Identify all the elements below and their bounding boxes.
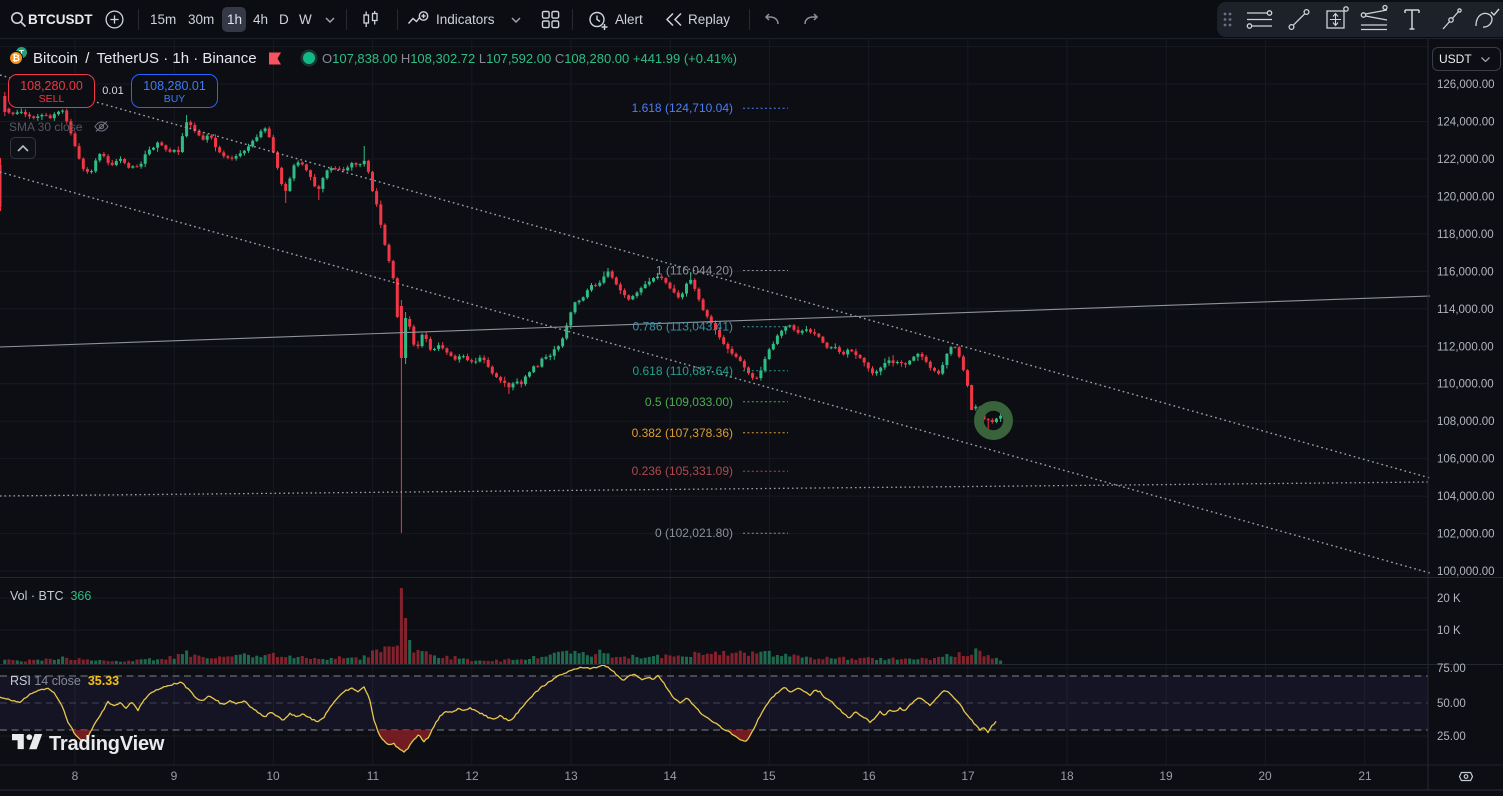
svg-text:106,000.00: 106,000.00 [1437, 454, 1495, 466]
svg-text:110,000.00: 110,000.00 [1437, 379, 1494, 391]
svg-text:17: 17 [961, 769, 975, 783]
svg-text:20: 20 [1258, 769, 1272, 783]
svg-text:25.00: 25.00 [1437, 731, 1466, 743]
svg-text:0 (102,021.80): 0 (102,021.80) [655, 526, 733, 540]
svg-text:10: 10 [266, 769, 280, 783]
svg-text:8: 8 [72, 769, 79, 783]
svg-text:19: 19 [1159, 769, 1173, 783]
svg-text:0.5 (109,033.00): 0.5 (109,033.00) [645, 395, 733, 409]
svg-text:12: 12 [465, 769, 479, 783]
svg-text:1.618 (124,710.04): 1.618 (124,710.04) [632, 101, 733, 115]
svg-text:104,000.00: 104,000.00 [1437, 491, 1495, 503]
svg-text:124,000.00: 124,000.00 [1437, 117, 1495, 129]
svg-text:16: 16 [862, 769, 876, 783]
svg-text:21: 21 [1358, 769, 1372, 783]
svg-text:126,000.00: 126,000.00 [1437, 79, 1495, 91]
svg-text:118,000.00: 118,000.00 [1437, 229, 1494, 241]
svg-text:122,000.00: 122,000.00 [1437, 154, 1495, 166]
svg-text:9: 9 [171, 769, 178, 783]
svg-text:10 K: 10 K [1437, 625, 1461, 637]
svg-text:1 (116,044.20): 1 (116,044.20) [656, 264, 733, 278]
svg-text:112,000.00: 112,000.00 [1437, 341, 1494, 353]
svg-text:14: 14 [663, 769, 677, 783]
svg-text:100,000.00: 100,000.00 [1437, 566, 1495, 578]
svg-text:15: 15 [762, 769, 776, 783]
svg-text:50.00: 50.00 [1437, 698, 1466, 710]
svg-text:114,000.00: 114,000.00 [1437, 304, 1494, 316]
svg-text:13: 13 [564, 769, 578, 783]
svg-text:116,000.00: 116,000.00 [1437, 266, 1494, 278]
svg-text:102,000.00: 102,000.00 [1437, 529, 1495, 541]
svg-text:0.382 (107,378.36): 0.382 (107,378.36) [632, 426, 733, 440]
svg-text:0.618 (110,687.64): 0.618 (110,687.64) [632, 364, 733, 378]
svg-text:0.236 (105,331.09): 0.236 (105,331.09) [632, 464, 733, 478]
svg-text:120,000.00: 120,000.00 [1437, 191, 1495, 203]
svg-text:108,000.00: 108,000.00 [1437, 416, 1495, 428]
svg-text:0.786 (113,043.41): 0.786 (113,043.41) [632, 320, 733, 334]
svg-text:20 K: 20 K [1437, 593, 1461, 605]
svg-text:11: 11 [367, 769, 380, 783]
svg-text:18: 18 [1060, 769, 1074, 783]
svg-text:75.00: 75.00 [1437, 663, 1466, 675]
